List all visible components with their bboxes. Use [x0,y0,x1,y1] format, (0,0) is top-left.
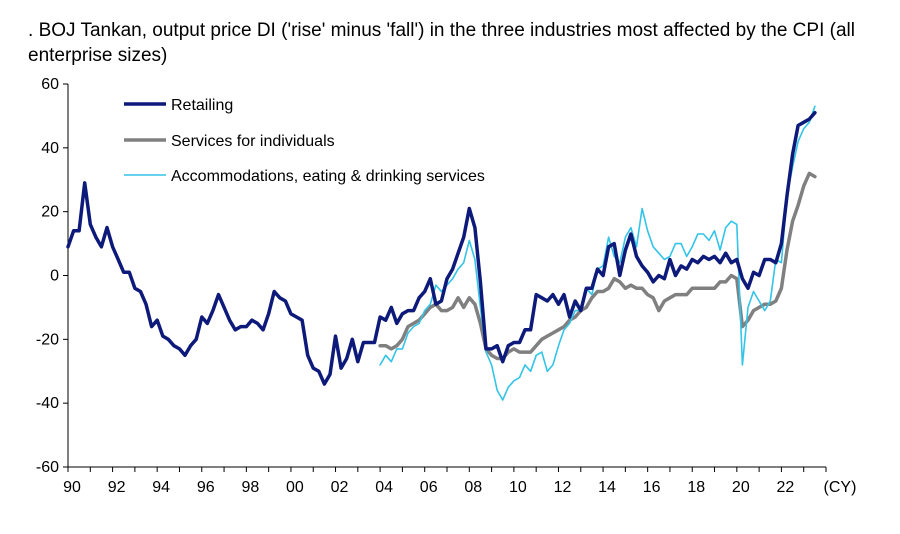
x-tick-label: 22 [777,479,795,496]
y-tick-label: 40 [41,140,59,157]
x-tick-label: 16 [643,479,661,496]
x-tick-label: 20 [732,479,750,496]
x-tick-label: 06 [420,479,438,496]
legend-label: Retailing [171,97,233,114]
x-tick-label: 92 [108,479,126,496]
chart-title: . BOJ Tankan, output price DI ('rise' mi… [28,18,888,68]
x-tick-label: 08 [464,479,482,496]
series-line-accommodations [379,105,816,401]
x-tick-label: 14 [598,479,616,496]
y-tick-label: -60 [36,459,59,476]
y-tick-label: -40 [36,395,59,412]
y-tick-label: 20 [41,204,59,221]
series-line-retailing [66,110,817,386]
x-tick-label: 02 [331,479,349,496]
y-tick-label: -20 [36,331,59,348]
title-text: BOJ Tankan, output price DI ('rise' minu… [28,20,855,66]
y-tick-label: 60 [41,76,59,93]
x-tick-label: 98 [241,479,259,496]
x-tick-label: 04 [375,479,393,496]
title-prefix: . [28,20,34,41]
legend-label: Services for individuals [171,133,335,150]
x-tick-label: 90 [63,479,81,496]
legend: Retailing Services for individuals Accommo… [124,97,485,185]
x-tick-label: 94 [152,479,170,496]
x-tick-label: 10 [509,479,527,496]
x-axis-unit-label: (CY) [824,479,857,496]
series-line-services-for-individuals [378,171,817,361]
y-tick-label: 0 [50,268,59,285]
x-tick-label: 12 [554,479,572,496]
series-layer [66,105,817,401]
x-tick-label: 00 [286,479,304,496]
x-tick-label: 18 [687,479,705,496]
x-tick-label: 96 [197,479,215,496]
legend-label: Accommodations, eating & drinking servic… [171,168,485,185]
